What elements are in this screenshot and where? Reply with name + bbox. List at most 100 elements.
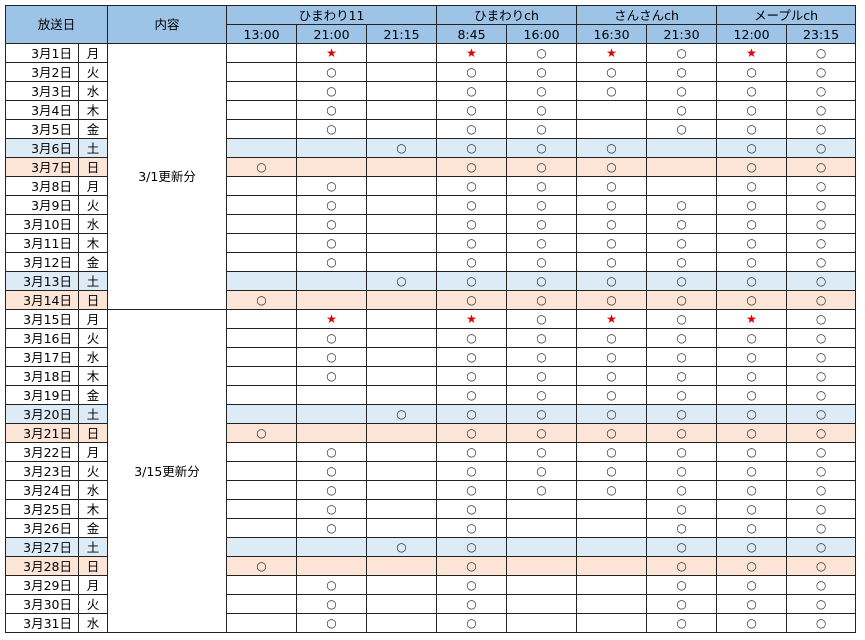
circle-mark-icon: ○: [326, 331, 337, 345]
schedule-cell: ○: [436, 271, 508, 291]
schedule-cell: ○: [576, 176, 648, 196]
schedule-cell: ○: [716, 594, 788, 614]
schedule-cell: ○: [716, 157, 788, 177]
circle-mark-icon: ○: [326, 464, 337, 478]
circle-mark-icon: ○: [676, 331, 687, 345]
schedule-cell: ○: [436, 252, 508, 272]
schedule-cell: ○: [436, 328, 508, 348]
date-cell: 3月22日: [5, 442, 79, 462]
schedule-cell: ○: [646, 252, 718, 272]
schedule-cell: ○: [786, 499, 857, 519]
schedule-cell: ○: [576, 423, 648, 443]
schedule-cell: ○: [786, 518, 857, 538]
circle-mark-icon: ○: [606, 160, 617, 174]
circle-mark-icon: ○: [536, 198, 547, 212]
schedule-cell: [226, 214, 298, 234]
schedule-cell: ○: [506, 442, 578, 462]
date-cell: 3月11日: [5, 233, 79, 253]
schedule-cell: [366, 442, 438, 462]
circle-mark-icon: ○: [815, 179, 827, 193]
weekday-cell: 火: [77, 328, 109, 348]
schedule-cell: ○: [716, 461, 788, 481]
schedule-cell: ○: [786, 366, 857, 386]
star-mark-icon: ★: [326, 312, 337, 326]
weekday-cell: 金: [77, 119, 109, 139]
schedule-cell: ○: [506, 81, 578, 101]
schedule-cell: ○: [786, 233, 857, 253]
circle-mark-icon: ○: [815, 407, 827, 421]
schedule-cell: [646, 157, 718, 177]
circle-mark-icon: ○: [815, 198, 827, 212]
schedule-cell: ★: [576, 43, 648, 63]
weekday-cell: 木: [77, 233, 109, 253]
date-cell: 3月29日: [5, 575, 79, 595]
circle-mark-icon: ○: [676, 559, 687, 573]
circle-mark-icon: ○: [746, 274, 757, 288]
circle-mark-icon: ○: [606, 369, 617, 383]
circle-mark-icon: ○: [256, 559, 267, 573]
circle-mark-icon: ○: [326, 616, 337, 630]
table-row: 3月29日月 ○ ○ ○ ○ ○: [5, 575, 857, 595]
schedule-cell: [226, 594, 298, 614]
schedule-cell: [366, 290, 438, 310]
circle-mark-icon: ○: [676, 312, 687, 326]
schedule-cell: [576, 575, 648, 595]
schedule-cell: ○: [576, 404, 648, 424]
circle-mark-icon: ○: [815, 141, 827, 155]
header-date: 放送日: [4, 5, 109, 44]
header-content: 内容: [107, 5, 228, 44]
circle-mark-icon: ○: [326, 578, 337, 592]
schedule-cell: ○: [716, 442, 788, 462]
circle-mark-icon: ○: [466, 160, 477, 174]
schedule-cell: ○: [296, 214, 368, 234]
schedule-cell: ○: [506, 271, 578, 291]
circle-mark-icon: ○: [606, 407, 617, 421]
circle-mark-icon: ○: [676, 597, 687, 611]
circle-mark-icon: ○: [536, 84, 547, 98]
circle-mark-icon: ○: [676, 46, 687, 60]
date-cell: 3月28日: [5, 556, 79, 576]
schedule-cell: ○: [716, 518, 788, 538]
header-channel: さんさんch: [576, 5, 718, 25]
date-cell: 3月18日: [5, 366, 79, 386]
table-row: 3月27日土 ○ ○ ○ ○ ○: [5, 537, 857, 557]
circle-mark-icon: ○: [815, 445, 827, 459]
schedule-cell: ○: [646, 43, 718, 63]
weekday-cell: 金: [77, 252, 109, 272]
schedule-cell: ○: [436, 81, 508, 101]
date-cell: 3月3日: [5, 81, 79, 101]
weekday-cell: 火: [77, 195, 109, 215]
schedule-cell: ○: [646, 195, 718, 215]
table-row: 3月4日木 ○ ○ ○ ○ ○ ○: [5, 100, 857, 120]
schedule-cell: [226, 119, 298, 139]
circle-mark-icon: ○: [676, 350, 687, 364]
schedule-cell: ○: [576, 252, 648, 272]
schedule-cell: [226, 518, 298, 538]
schedule-cell: ○: [436, 157, 508, 177]
schedule-cell: [646, 138, 718, 158]
schedule-cell: ○: [716, 271, 788, 291]
star-mark-icon: ★: [466, 312, 477, 326]
circle-mark-icon: ○: [536, 160, 547, 174]
schedule-cell: ○: [436, 214, 508, 234]
circle-mark-icon: ○: [746, 597, 757, 611]
circle-mark-icon: ○: [606, 464, 617, 478]
circle-mark-icon: ○: [606, 179, 617, 193]
weekday-cell: 金: [77, 518, 109, 538]
schedule-cell: ○: [786, 138, 857, 158]
schedule-cell: [366, 252, 438, 272]
circle-mark-icon: ○: [606, 141, 617, 155]
schedule-cell: ○: [296, 518, 368, 538]
circle-mark-icon: ○: [326, 103, 337, 117]
schedule-cell: ○: [716, 328, 788, 348]
circle-mark-icon: ○: [326, 236, 337, 250]
schedule-cell: ○: [436, 138, 508, 158]
schedule-cell: ○: [576, 347, 648, 367]
schedule-cell: ○: [716, 81, 788, 101]
table-row: 3月8日月 ○ ○ ○ ○ ○ ○: [5, 176, 857, 196]
circle-mark-icon: ○: [676, 217, 687, 231]
schedule-cell: ○: [436, 347, 508, 367]
schedule-cell: ○: [646, 347, 718, 367]
circle-mark-icon: ○: [676, 103, 687, 117]
date-cell: 3月21日: [5, 423, 79, 443]
